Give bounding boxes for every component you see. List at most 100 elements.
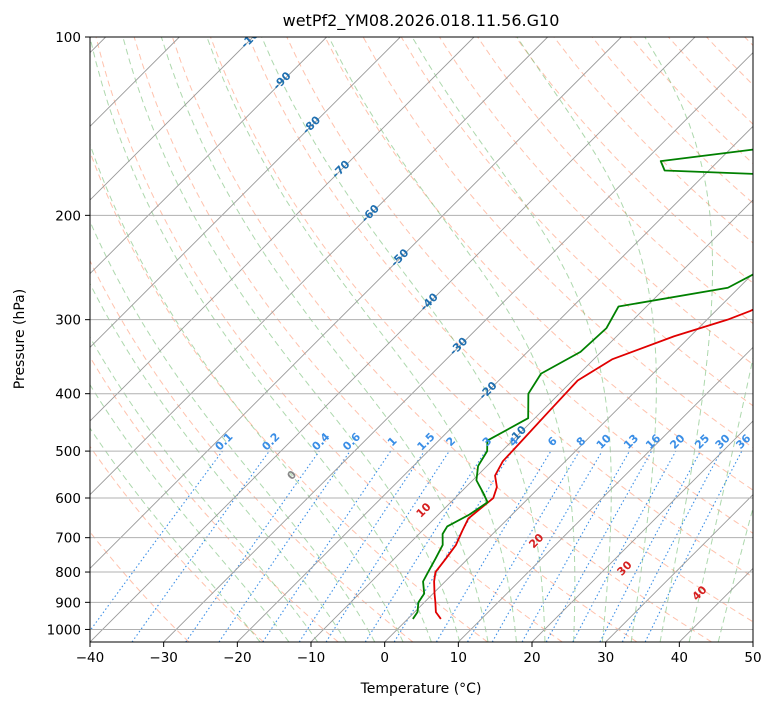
moist-adiabat-label: 10 [414, 500, 434, 520]
dry-adiabat-line [210, 37, 753, 623]
isotherm-label: -70 [329, 158, 352, 181]
moist-adiabat-line [206, 37, 517, 642]
moist-adiabat-line [160, 37, 489, 642]
moist-adiabat-line [411, 37, 612, 642]
dry-adiabat-line [90, 150, 488, 642]
x-tick-label: 40 [671, 650, 688, 666]
x-tick-label: 0 [380, 650, 389, 666]
mixing-ratio-label: 1.5 [415, 430, 438, 453]
moist-adiabat-label: 40 [690, 583, 710, 603]
dry-adiabat-line [248, 37, 753, 578]
x-tick-label: 20 [523, 650, 540, 666]
temperature-trace [433, 308, 753, 620]
isotherm-line [90, 37, 254, 201]
mixing-ratio-label: 0.4 [309, 430, 332, 453]
x-axis-ticks: −40 −30 −20 −10 0 10 20 30 40 50 [76, 642, 762, 666]
dry-adiabat-line [744, 37, 753, 47]
isotherm-line [752, 641, 753, 642]
chart-title: wetPf2_YM08.2026.018.11.56.G10 [283, 11, 560, 31]
moist-adiabat-line [90, 427, 261, 642]
mixing-ratio-label: 0.2 [259, 430, 282, 453]
dry-adiabat-line [477, 37, 753, 325]
plot-area: -100-90-80-70-60-50-40-30-20-100.1 0.2 0.4… [90, 37, 753, 642]
mixing-ratio-label: 6 [545, 434, 560, 449]
moist-adiabat-line [90, 383, 290, 642]
plot-frame [89, 36, 754, 643]
dry-adiabat-line [515, 37, 753, 284]
isotherm-label: -80 [300, 113, 323, 136]
isotherm-line [458, 346, 753, 642]
x-tick-label: 30 [597, 650, 614, 666]
y-axis-label: Pressure (hPa) [12, 289, 28, 389]
y-tick-label: 400 [55, 387, 81, 403]
dry-adiabat-line [90, 531, 190, 642]
mixing-ratio-line [325, 450, 450, 642]
dry-adiabat-line [668, 37, 753, 125]
x-tick-label: 50 [744, 650, 761, 666]
mixing-ratio-label: 13 [621, 432, 641, 452]
y-tick-label: 300 [55, 313, 81, 329]
dry-adiabat-line [90, 445, 264, 642]
dry-adiabat-line [591, 37, 753, 204]
mixing-ratio-line [572, 450, 677, 642]
mixing-ratio-line [599, 450, 702, 642]
isotherm-line [90, 37, 475, 422]
moist-adiabat-label: 20 [526, 531, 546, 551]
isotherm-label: -30 [447, 334, 470, 357]
isotherm-line [384, 273, 753, 642]
dry-adiabat-line [706, 37, 753, 86]
mixing-ratio-label: 10 [594, 431, 614, 451]
mixing-ratio-line [185, 450, 320, 642]
mixing-ratio-label: 25 [692, 432, 712, 452]
y-tick-label: 600 [55, 491, 81, 507]
mixing-ratio-label: 1 [385, 434, 400, 449]
isotherm-line [605, 494, 753, 642]
moist-adiabat-line [90, 37, 432, 642]
mixing-ratio-label: 30 [713, 431, 733, 451]
isotherm-line [237, 125, 753, 642]
x-axis-label: Temperature (°C) [360, 681, 482, 697]
x-tick-label: −30 [149, 650, 178, 666]
isotherm-line [90, 37, 327, 275]
y-tick-label: 700 [55, 531, 81, 547]
moist-adiabat-line [90, 142, 404, 642]
mixing-ratio-line [131, 450, 270, 642]
isotherm-line [90, 37, 622, 569]
y-tick-label: 900 [55, 595, 81, 611]
moist-adiabat-line [688, 355, 753, 642]
moist-adiabat-line [328, 37, 576, 642]
moist-adiabat-line [90, 336, 319, 642]
dry-adiabat-line [90, 356, 339, 642]
mixing-ratio-label: 0.1 [213, 430, 236, 453]
moist-adiabats [90, 37, 753, 642]
dry-adiabat-line [324, 37, 753, 491]
isotherm-label: -60 [359, 202, 382, 225]
moist-adiabat-label: 30 [615, 558, 635, 578]
y-tick-label: 500 [55, 444, 81, 460]
isotherm-line [90, 37, 401, 348]
moist-adiabat-line [717, 506, 753, 642]
mixing-ratio-label: 16 [643, 431, 663, 451]
dewpoint-trace [412, 148, 753, 620]
dry-adiabat-line [133, 37, 638, 642]
isotherm-label: -20 [476, 379, 499, 402]
mixing-ratio-line [298, 450, 425, 642]
isotherm-label: -90 [270, 69, 293, 92]
mixing-ratio-label: 3 [480, 434, 495, 449]
isotherm-line [531, 420, 753, 642]
mixing-ratio-line [218, 450, 351, 642]
y-tick-label: 100 [55, 30, 81, 46]
moist-adiabat-line [122, 37, 461, 642]
y-tick-label: 200 [55, 208, 81, 224]
moist-adiabat-line [90, 220, 376, 642]
dry-adiabat-line [90, 259, 414, 642]
mixing-ratio-lines [90, 450, 743, 642]
y-tick-label: 1000 [47, 622, 81, 638]
pressure-gridlines [90, 37, 753, 630]
mixing-ratio-line [545, 450, 653, 642]
mixing-ratio-line [364, 450, 486, 642]
isotherm-label: -40 [418, 290, 441, 313]
dry-adiabat-line [286, 37, 753, 534]
moist-adiabat-line [261, 37, 546, 642]
